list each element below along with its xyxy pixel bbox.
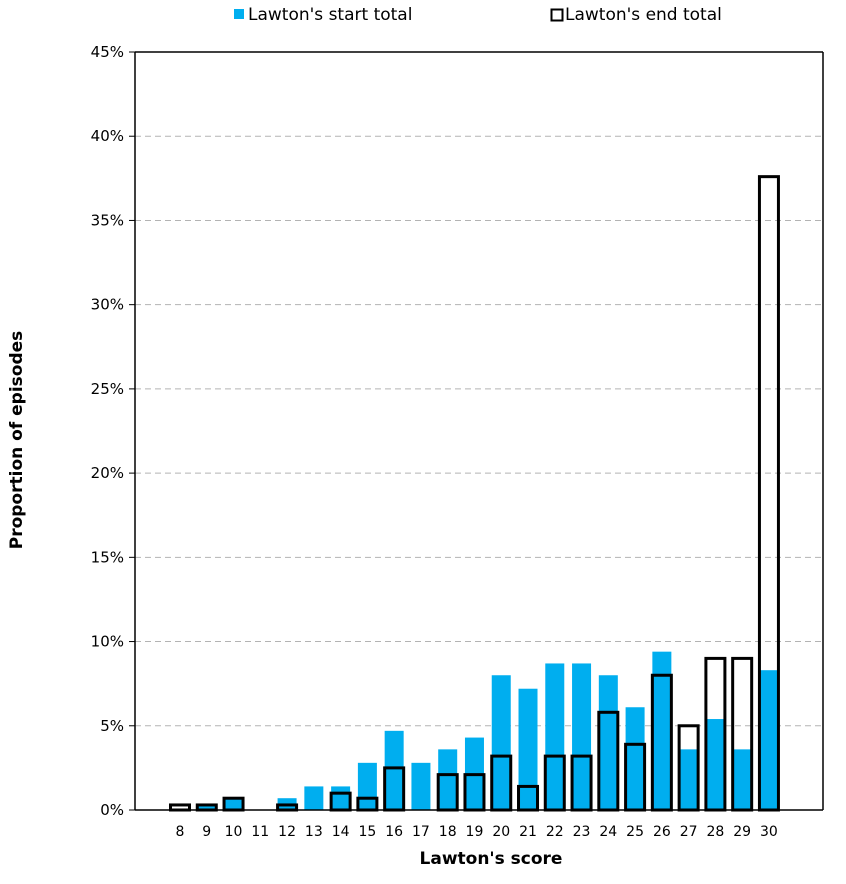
legend-swatch-end — [550, 8, 564, 22]
y-tick-label: 5% — [100, 717, 124, 735]
bar-start-total — [572, 663, 592, 810]
gridlines — [135, 135, 823, 727]
x-tick-label: 25 — [626, 824, 644, 840]
y-tick-label: 45% — [91, 43, 124, 61]
y-axis-title: Proportion of episodes — [7, 331, 27, 550]
y-tick-label: 20% — [91, 464, 124, 482]
x-tick-label: 9 — [202, 824, 211, 840]
legend-label-start: Lawton's start total — [248, 5, 412, 25]
x-tick-label: 27 — [680, 824, 698, 840]
bar-start-total — [224, 798, 244, 810]
x-tick-label: 21 — [519, 824, 537, 840]
x-tick-label: 10 — [225, 824, 243, 840]
x-tick-label: 12 — [278, 824, 296, 840]
x-tick-label: 30 — [760, 824, 778, 840]
bar-start-total — [384, 730, 404, 810]
bar-start-total — [518, 688, 538, 810]
bar-end-total — [169, 803, 191, 812]
x-tick-label: 18 — [439, 824, 457, 840]
x-tick-label: 22 — [546, 824, 564, 840]
legend-swatch-start — [234, 9, 244, 19]
bar-start-total — [545, 663, 565, 810]
x-tick-label: 13 — [305, 824, 323, 840]
x-tick-label: 23 — [573, 824, 591, 840]
bar-start-total — [491, 675, 511, 810]
bar-start-total — [732, 749, 752, 810]
x-tick-label: 15 — [358, 824, 376, 840]
bars — [169, 175, 780, 812]
legend-label-end: Lawton's end total — [565, 5, 722, 25]
x-tick-label: 28 — [706, 824, 724, 840]
x-axis-title: Lawton's score — [420, 849, 563, 869]
x-tick-label: 11 — [251, 824, 269, 840]
bar-start-total — [652, 651, 672, 810]
x-tick-label: 24 — [599, 824, 617, 840]
x-axis-ticks: 8 9 10 11 12 13 14 15 16 17 18 19 20 21 22 23 24 25 26 27 28… — [176, 824, 778, 840]
bar-start-total — [759, 670, 779, 810]
y-axis-ticks: 0% 5% 10% 15% 20% 25% 30% 35% 40% 45% — [91, 43, 135, 819]
legend: Lawton's start total Lawton's end total — [234, 5, 722, 25]
y-tick-label: 35% — [91, 211, 124, 229]
bar-start-total — [705, 719, 725, 810]
x-tick-label: 19 — [466, 824, 484, 840]
x-tick-label: 29 — [733, 824, 751, 840]
bar-start-total — [357, 762, 377, 810]
bar-start-total — [331, 786, 351, 810]
x-tick-label: 8 — [176, 824, 185, 840]
y-tick-label: 30% — [91, 296, 124, 314]
axes — [134, 51, 824, 811]
y-tick-label: 25% — [91, 380, 124, 398]
bar-start-total — [304, 786, 324, 810]
y-tick-label: 40% — [91, 127, 124, 145]
y-tick-label: 0% — [100, 801, 124, 819]
bar-start-total — [197, 804, 217, 810]
x-tick-label: 16 — [385, 824, 403, 840]
bar-start-total — [679, 749, 699, 810]
x-tick-label: 17 — [412, 824, 430, 840]
x-tick-label: 14 — [332, 824, 350, 840]
bar-start-total — [411, 762, 431, 810]
bar-start-total — [598, 675, 618, 810]
x-tick-label: 26 — [653, 824, 671, 840]
y-tick-label: 10% — [91, 633, 124, 651]
y-tick-label: 15% — [91, 548, 124, 566]
bar-start-total — [625, 707, 645, 810]
bar-start-total — [438, 749, 458, 810]
x-tick-label: 20 — [492, 824, 510, 840]
